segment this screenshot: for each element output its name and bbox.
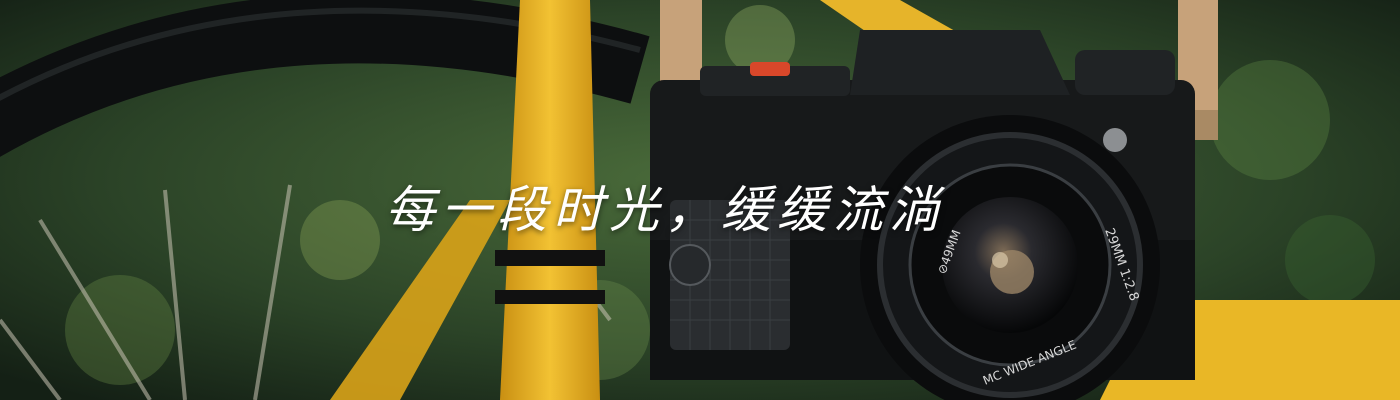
camera-prism xyxy=(850,30,1070,95)
rewind-dial xyxy=(1075,50,1175,95)
shutter-button xyxy=(750,62,790,76)
camera-strap-left xyxy=(660,0,702,90)
lens-release-button xyxy=(1103,128,1127,152)
frame-stripe xyxy=(495,250,605,266)
banner-slogan: 每一段时光，缓缓流淌 xyxy=(385,181,945,239)
timer-lever xyxy=(669,244,711,286)
camera-lens xyxy=(860,115,1160,400)
